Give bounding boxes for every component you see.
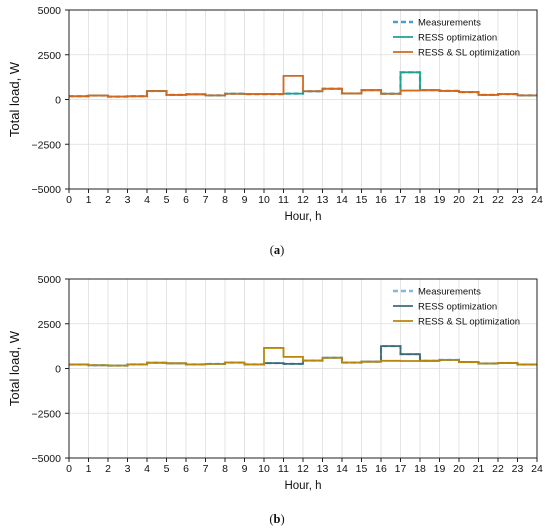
- x-tick-label-5: 5: [164, 463, 170, 475]
- panel-caption: (b): [269, 512, 284, 526]
- x-tick-label-9: 9: [242, 463, 248, 475]
- caption-close: ): [280, 243, 284, 257]
- x-tick-label-19: 19: [434, 194, 446, 206]
- y-tick-label-4: −5000: [32, 453, 62, 465]
- x-tick-label-20: 20: [453, 463, 465, 475]
- x-tick-label-15: 15: [356, 194, 368, 206]
- x-tick-label-14: 14: [336, 463, 348, 475]
- y-tick-label-1: 2500: [38, 319, 62, 331]
- y-tick-label-0: 5000: [38, 274, 62, 286]
- series-line-2: [69, 74, 537, 98]
- x-tick-label-19: 19: [434, 463, 446, 475]
- x-tick-label-20: 20: [453, 194, 465, 206]
- y-tick-label-0: 5000: [38, 5, 62, 17]
- x-tick-label-12: 12: [297, 194, 309, 206]
- caption-open: (: [270, 243, 274, 257]
- x-tick-label-21: 21: [473, 463, 485, 475]
- legend-label-0: Measurements: [418, 287, 481, 298]
- legend-label-1: RESS optimization: [418, 302, 497, 313]
- panel-caption: (a): [270, 243, 285, 257]
- y-tick-label-4: −5000: [32, 184, 62, 196]
- caption-letter: b: [274, 512, 281, 526]
- x-tick-label-22: 22: [492, 194, 504, 206]
- x-tick-label-6: 6: [183, 194, 189, 206]
- caption-letter: a: [274, 243, 281, 257]
- x-tick-label-1: 1: [86, 463, 92, 475]
- x-tick-label-3: 3: [125, 194, 131, 206]
- x-axis-label: Hour, h: [284, 211, 321, 223]
- x-tick-label-5: 5: [164, 194, 170, 206]
- x-tick-label-11: 11: [278, 463, 289, 475]
- x-tick-label-8: 8: [222, 463, 228, 475]
- x-tick-label-24: 24: [531, 194, 543, 206]
- x-tick-label-12: 12: [297, 463, 309, 475]
- x-tick-label-4: 4: [144, 463, 150, 475]
- x-axis-label: Hour, h: [284, 480, 321, 492]
- x-tick-label-18: 18: [414, 463, 426, 475]
- caption-close: ): [280, 512, 284, 526]
- x-tick-label-6: 6: [183, 463, 189, 475]
- legend-label-1: RESS optimization: [418, 33, 497, 44]
- y-tick-label-2: 0: [55, 95, 61, 107]
- series-line-2: [69, 347, 537, 367]
- x-tick-label-4: 4: [144, 194, 150, 206]
- chart-panel-b: 0 1 2 3 4 5 6 7 8 9 10 11 12 13 14 15 16 17 18 19 20 21 22 23 24…: [7, 274, 543, 526]
- x-tick-label-3: 3: [125, 463, 131, 475]
- x-tick-label-16: 16: [375, 463, 387, 475]
- legend-label-0: Measurements: [418, 18, 481, 29]
- x-tick-label-0: 0: [66, 463, 72, 475]
- x-tick-label-10: 10: [258, 463, 270, 475]
- x-tick-label-17: 17: [395, 194, 407, 206]
- x-tick-label-7: 7: [203, 194, 209, 206]
- x-tick-label-13: 13: [317, 194, 329, 206]
- y-tick-label-3: −2500: [32, 408, 62, 420]
- y-axis-label: Total load, W: [7, 61, 22, 137]
- x-tick-label-13: 13: [317, 463, 329, 475]
- x-tick-label-11: 11: [278, 194, 289, 206]
- y-tick-label-2: 0: [55, 364, 61, 376]
- x-tick-label-10: 10: [258, 194, 270, 206]
- y-tick-label-3: −2500: [32, 139, 62, 151]
- legend-label-2: RESS & SL optimization: [418, 48, 520, 59]
- x-tick-label-18: 18: [414, 194, 426, 206]
- x-tick-label-9: 9: [242, 194, 248, 206]
- x-tick-label-15: 15: [356, 463, 368, 475]
- x-tick-label-0: 0: [66, 194, 72, 206]
- caption-open: (: [269, 512, 273, 526]
- x-tick-label-1: 1: [86, 194, 92, 206]
- x-tick-label-8: 8: [222, 194, 228, 206]
- x-tick-label-17: 17: [395, 463, 407, 475]
- x-tick-label-24: 24: [531, 463, 543, 475]
- x-tick-label-23: 23: [512, 463, 524, 475]
- y-tick-label-1: 2500: [38, 50, 62, 62]
- chart-panel-a: 0 1 2 3 4 5 6 7 8 9 10 11 12 13 14 15 16 17 18 19 20 21 22 23 24…: [7, 5, 543, 257]
- x-tick-label-2: 2: [105, 463, 111, 475]
- x-tick-label-23: 23: [512, 194, 524, 206]
- x-tick-label-16: 16: [375, 194, 387, 206]
- x-tick-label-2: 2: [105, 194, 111, 206]
- x-tick-label-21: 21: [473, 194, 485, 206]
- legend-label-2: RESS & SL optimization: [418, 317, 520, 328]
- x-tick-label-14: 14: [336, 194, 348, 206]
- x-tick-label-7: 7: [203, 463, 209, 475]
- y-axis-label: Total load, W: [7, 330, 22, 406]
- x-tick-label-22: 22: [492, 463, 504, 475]
